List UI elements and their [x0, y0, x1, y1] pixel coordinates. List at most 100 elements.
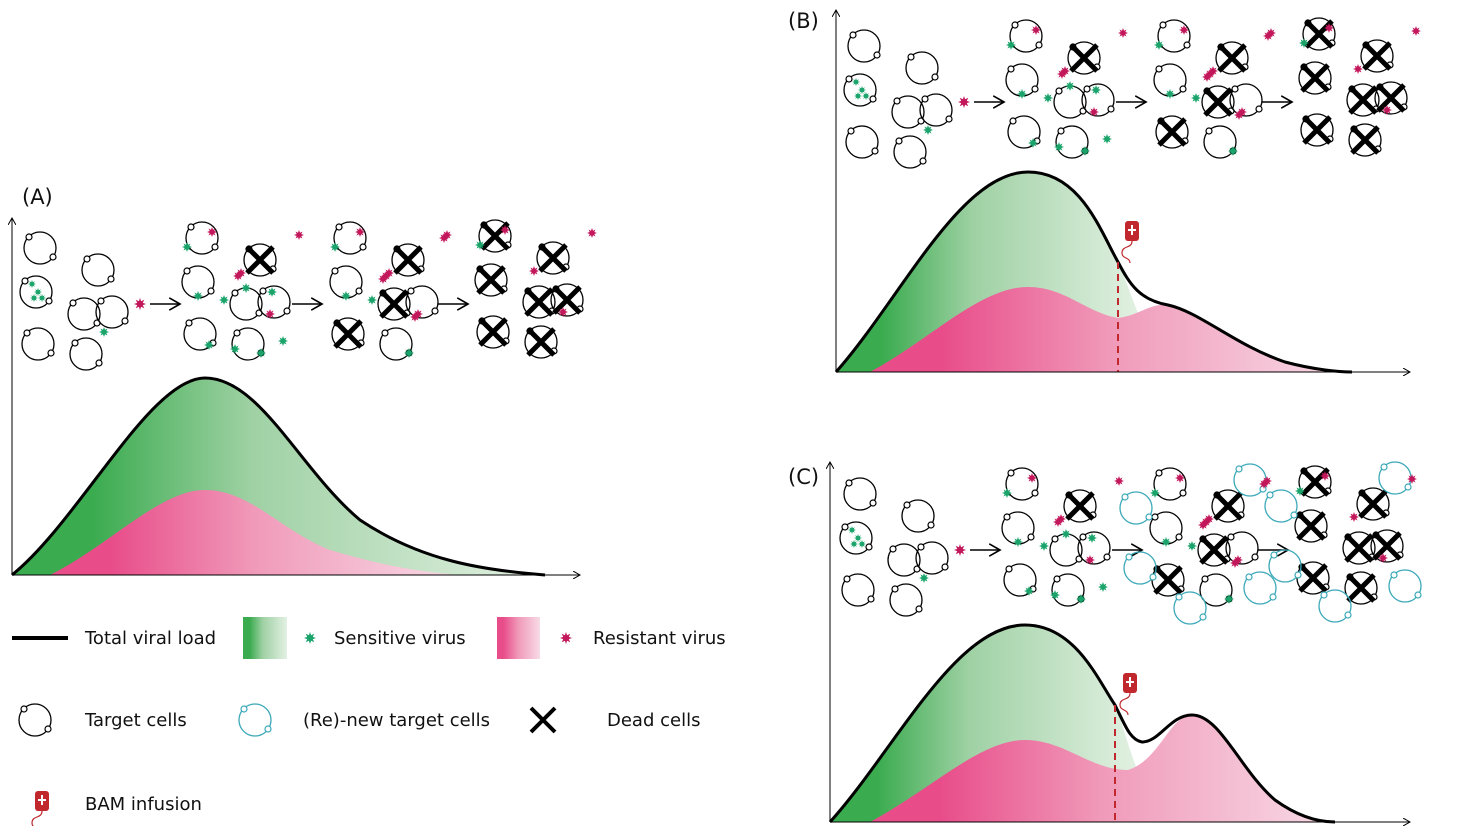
dead-cross — [531, 708, 555, 732]
virus — [410, 312, 420, 322]
cell-dot — [284, 308, 290, 314]
cell-dot — [1291, 512, 1297, 518]
dead-cross — [395, 247, 421, 273]
virus — [1320, 471, 1330, 481]
virus — [233, 271, 243, 281]
cell-dot — [894, 98, 900, 104]
cell-dot — [265, 726, 271, 732]
virus — [923, 125, 933, 135]
cell-dot — [1152, 514, 1158, 520]
cell-dot — [1228, 534, 1234, 540]
virus — [1065, 81, 1075, 91]
virus — [848, 526, 856, 534]
cell-dot — [184, 268, 190, 274]
virus — [850, 540, 858, 548]
virus — [1013, 537, 1023, 547]
cell-dot — [1200, 614, 1206, 620]
virus — [1118, 28, 1128, 38]
virus — [1263, 31, 1273, 41]
virus — [1353, 64, 1363, 74]
virus — [1028, 138, 1038, 148]
virus — [858, 86, 866, 94]
virus — [587, 228, 597, 238]
cell-dot — [1206, 128, 1212, 134]
cell-dot — [186, 320, 192, 326]
virus — [475, 240, 485, 250]
cell-dot — [84, 256, 90, 262]
virus — [1054, 142, 1064, 152]
cell-dot — [408, 288, 414, 294]
virus — [500, 225, 510, 235]
cell-dot — [1184, 42, 1190, 48]
cell-dot — [848, 128, 854, 134]
virus — [267, 287, 277, 297]
virus — [1259, 479, 1269, 489]
cell-dot — [844, 576, 850, 582]
cell-dot — [382, 330, 388, 336]
virus — [265, 309, 275, 319]
cell-dot — [1032, 86, 1038, 92]
virus — [1061, 529, 1071, 539]
dead-cross — [1374, 533, 1400, 559]
cell-dot — [892, 586, 898, 592]
dead-cross — [1298, 513, 1324, 539]
legend-label: Target cells — [84, 710, 187, 731]
cell-dot — [1036, 42, 1042, 48]
cell-dot — [1156, 66, 1162, 72]
bag-tube — [1122, 241, 1132, 263]
dead-cross — [247, 247, 273, 273]
virus — [28, 280, 36, 288]
virus — [529, 266, 539, 276]
virus — [1187, 541, 1197, 551]
legend-label: Sensitive virus — [334, 628, 466, 649]
legend-label: Resistant virus — [593, 628, 726, 649]
virus — [1324, 23, 1334, 33]
virus — [1154, 40, 1164, 50]
dead-cross — [1071, 45, 1097, 71]
cell-dot — [212, 244, 218, 250]
dead-cross — [1219, 45, 1245, 71]
cell-dot — [1080, 534, 1086, 540]
virus — [241, 283, 251, 293]
cell-dot — [874, 52, 880, 58]
cell-dot — [1012, 22, 1018, 28]
cell-dot — [1006, 566, 1012, 572]
cell-dot — [96, 360, 102, 366]
virus — [330, 242, 340, 252]
virus — [1024, 586, 1034, 596]
cell-dot — [920, 158, 926, 164]
dead-cross — [1364, 43, 1390, 69]
cell-dot — [50, 254, 56, 260]
dead-cross — [1205, 89, 1231, 115]
cell-dot — [241, 706, 247, 712]
virus — [204, 340, 214, 350]
dead-cross — [1302, 469, 1328, 495]
cell-dot — [1150, 574, 1156, 580]
dead-cross — [381, 291, 407, 317]
dead-cross — [1300, 565, 1326, 591]
cell-dot — [1084, 86, 1090, 92]
cell-dot — [928, 522, 934, 528]
cell-dot — [122, 318, 128, 324]
virus — [558, 307, 568, 317]
legend-swatch — [497, 617, 540, 659]
virus — [1087, 533, 1097, 543]
dead-cross — [1306, 21, 1332, 47]
virus — [30, 294, 38, 302]
virus — [854, 534, 862, 542]
dead-cross — [540, 245, 566, 271]
virus — [862, 92, 870, 100]
virus — [1102, 134, 1112, 144]
cell-dot — [24, 330, 30, 336]
virus — [1098, 582, 1108, 592]
virus — [230, 344, 240, 354]
virus — [1043, 93, 1053, 103]
virus — [1349, 512, 1359, 522]
cell-dot — [336, 224, 342, 230]
cell-dot — [1108, 106, 1114, 112]
dead-cross — [1378, 85, 1404, 111]
virus — [99, 327, 109, 337]
cell-dot — [842, 524, 848, 530]
virus — [439, 233, 449, 243]
legend-label: Total viral load — [84, 628, 216, 649]
